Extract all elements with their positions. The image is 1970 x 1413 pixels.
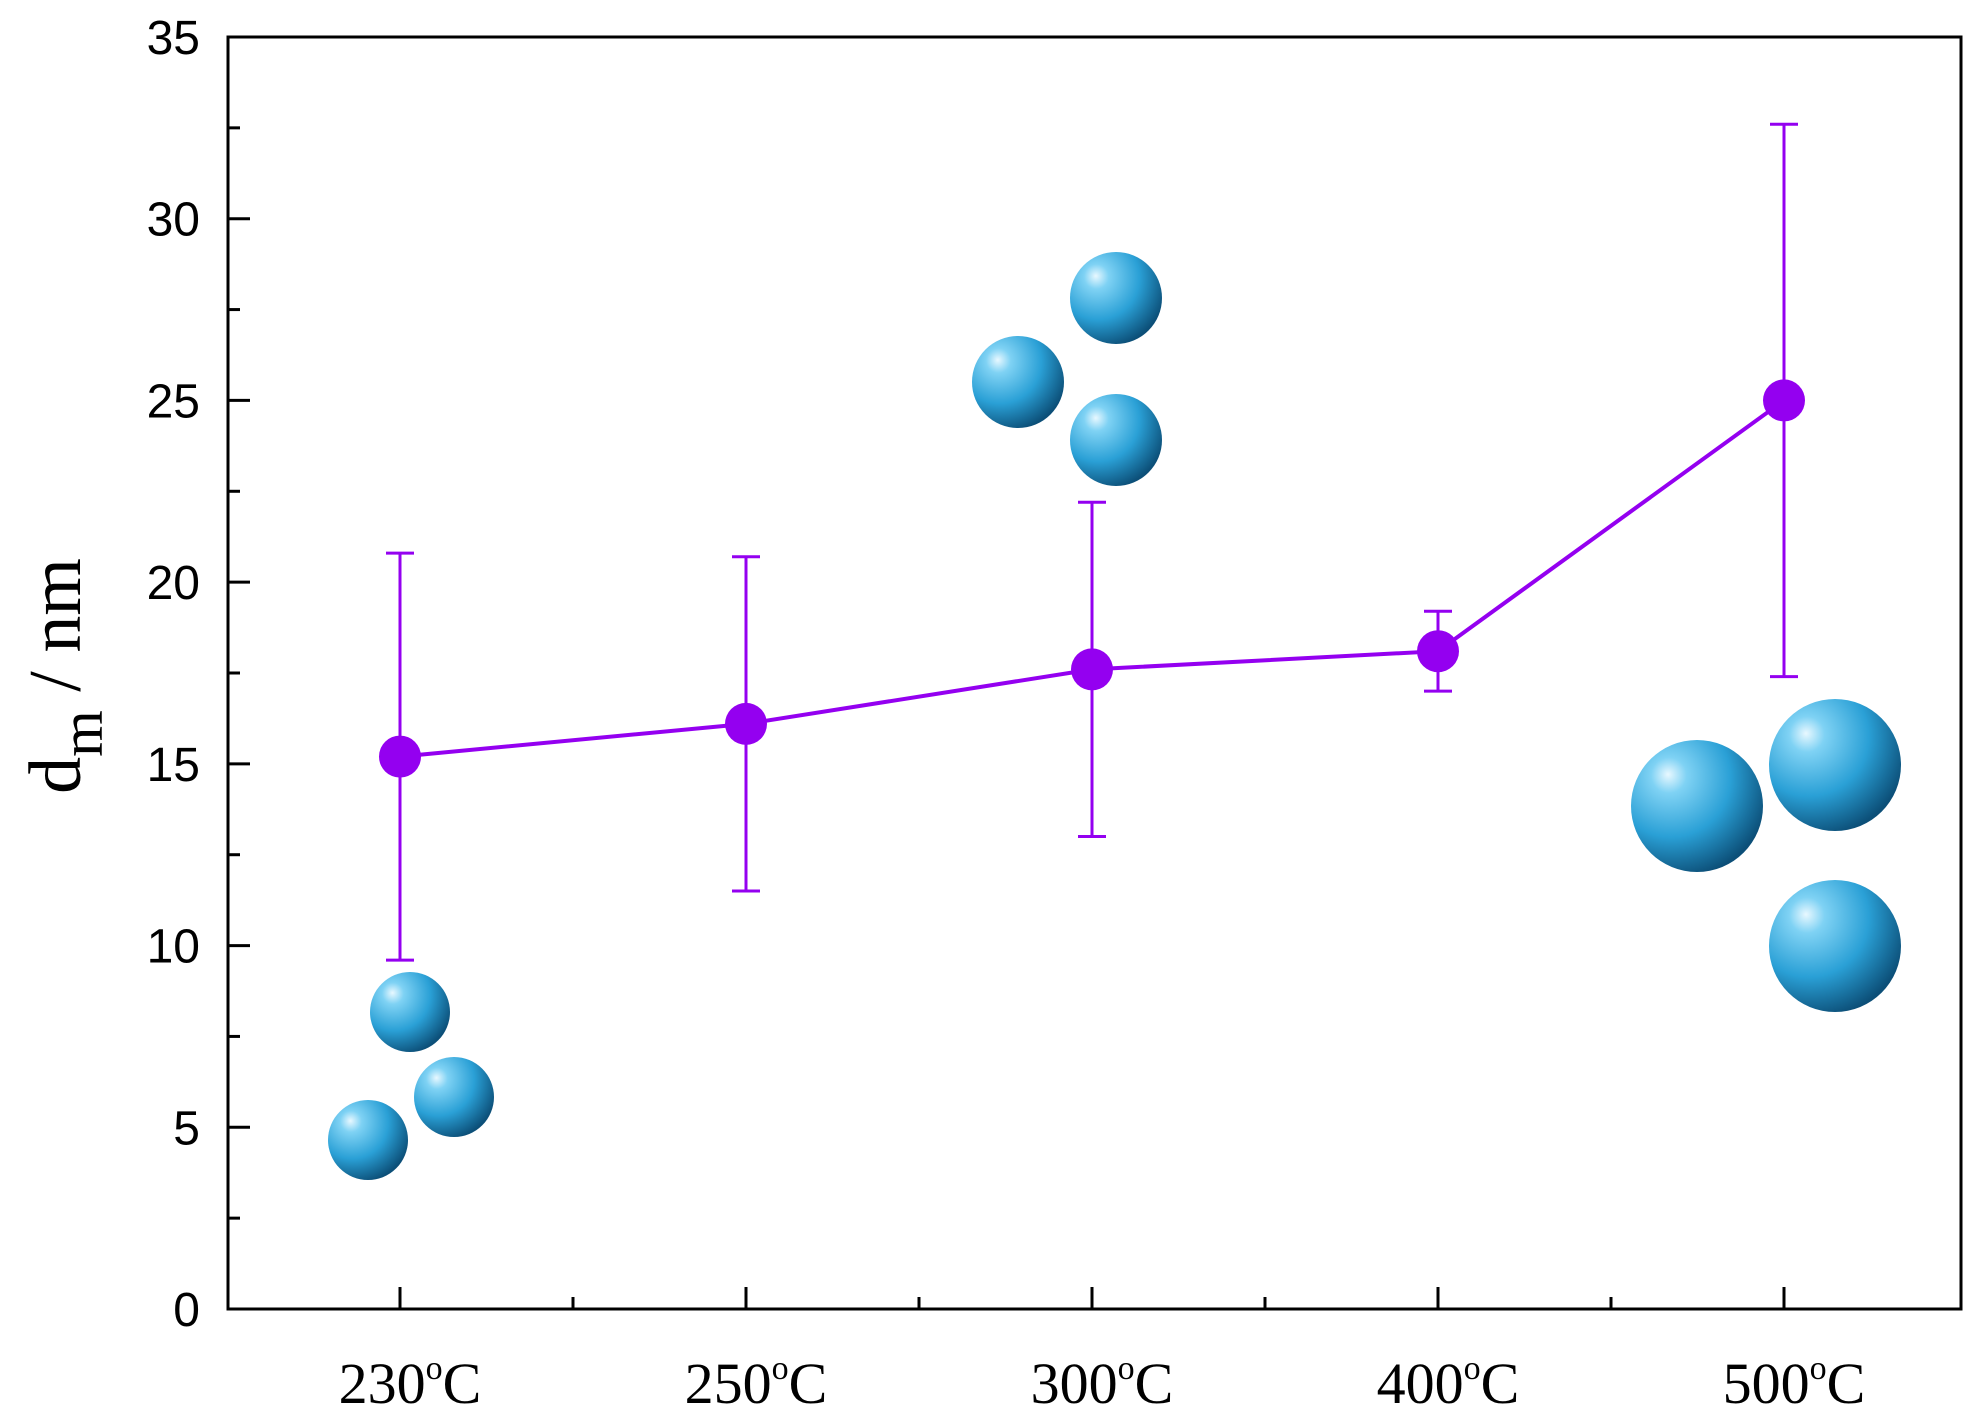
x-tick-label: 400oC [1377,1350,1520,1413]
data-point [379,735,421,778]
y-axis-ticks: 0 5 10 15 20 25 30 35 [147,12,250,1337]
y-tick-label: 35 [147,12,200,65]
sphere-icon [972,336,1064,428]
data-point [1071,648,1113,691]
data-point [1763,379,1805,422]
sphere-group-230C [328,972,494,1180]
y-tick-label: 10 [147,921,200,974]
x-tick-label: 500oC [1723,1350,1866,1413]
x-axis-ticks: 230oC 250oC 300oC 400oC 500oC [339,1287,1866,1413]
sphere-icon [328,1100,408,1180]
sphere-group-300C [972,252,1162,486]
sphere-icon [1769,880,1901,1012]
sphere-icon [1070,394,1162,486]
y-tick-label: 15 [147,739,200,792]
sphere-group-500C [1631,699,1901,1012]
y-tick-label: 0 [173,1284,200,1337]
data-point [725,702,767,745]
data-point [1417,630,1459,673]
sphere-icon [1631,740,1763,872]
x-tick-label: 230oC [339,1350,482,1413]
data-points [379,379,1805,778]
x-tick-label: 250oC [685,1350,828,1413]
sphere-icon [1070,252,1162,344]
x-tick-label: 300oC [1031,1350,1174,1413]
y-tick-label: 5 [173,1102,200,1155]
sphere-icon [370,972,450,1052]
nanoparticle-illustrations [328,252,1901,1180]
sphere-icon [1769,699,1901,831]
sphere-icon [414,1057,494,1137]
y-tick-label: 25 [147,375,200,428]
y-tick-label: 30 [147,194,200,247]
y-axis-label: dm / nm [15,558,115,794]
y-tick-label: 20 [147,557,200,610]
